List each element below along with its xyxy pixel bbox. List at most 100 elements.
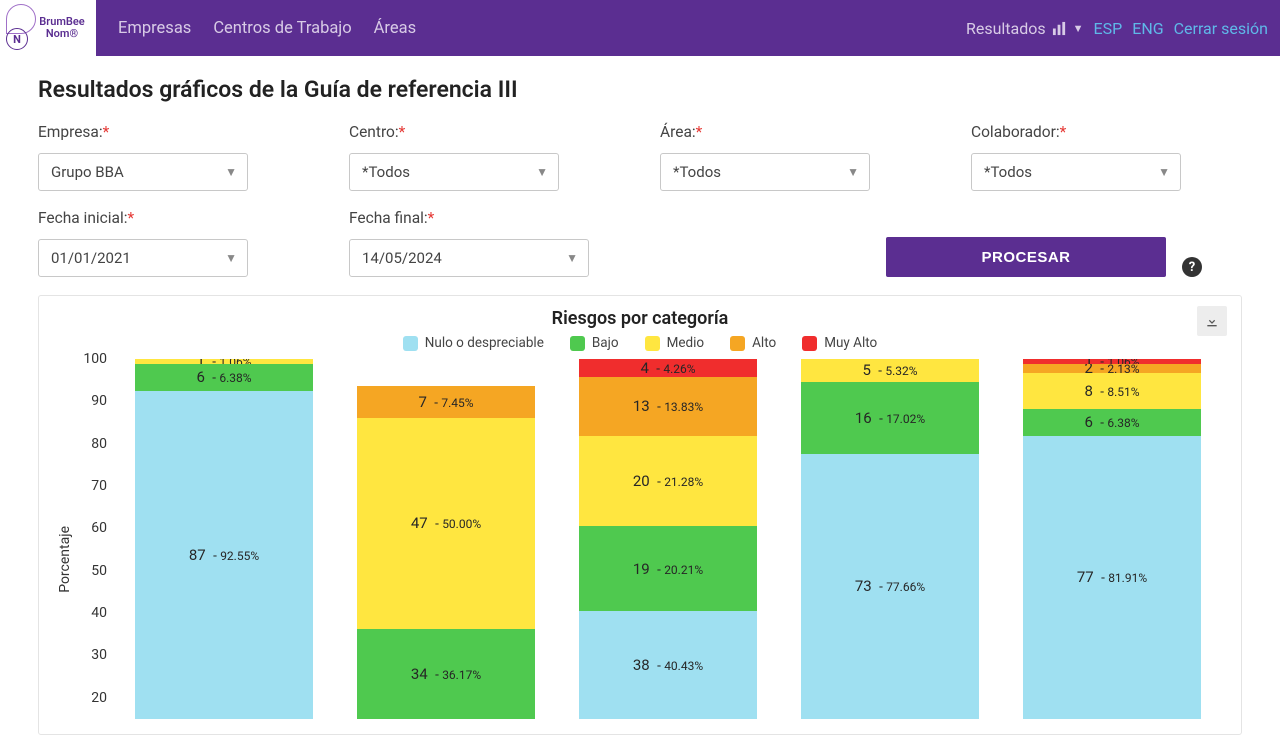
- required-mark: *: [399, 123, 406, 141]
- logout-link[interactable]: Cerrar sesión: [1174, 19, 1268, 38]
- required-mark: *: [428, 209, 435, 227]
- bar-segment: 2 - 2.13%: [1023, 364, 1201, 373]
- segment-label: 38 - 40.43%: [633, 656, 703, 674]
- area-value: *Todos: [673, 163, 721, 181]
- y-tick: 50: [91, 563, 107, 579]
- segment-label: 73 - 77.66%: [855, 577, 925, 595]
- action-col: PROCESAR ?: [660, 209, 1242, 277]
- segment-label: 6 - 6.38%: [1084, 413, 1139, 431]
- fecha-ini-label: Fecha inicial:*: [38, 209, 309, 227]
- colab-label: Colaborador:*: [971, 123, 1242, 141]
- fecha-ini-label-text: Fecha inicial:: [38, 209, 128, 227]
- y-tick: 20: [91, 690, 107, 706]
- bar-segment: 20 - 21.28%: [579, 436, 757, 526]
- segment-label: 2 - 2.13%: [1084, 364, 1139, 373]
- segment-label: 77 - 81.91%: [1077, 568, 1147, 586]
- lang-eng[interactable]: ENG: [1132, 19, 1163, 38]
- segment-label: 20 - 21.28%: [633, 472, 703, 490]
- bar-segment: 6 - 6.38%: [135, 364, 313, 391]
- y-tick: 60: [91, 520, 107, 536]
- filter-area: Área:* *Todos ▼: [660, 123, 971, 191]
- segment-label: 34 - 36.17%: [411, 665, 481, 683]
- chevron-down-icon: ▼: [225, 165, 237, 179]
- nav-resultados-label: Resultados: [966, 19, 1046, 38]
- area-label-text: Área:: [660, 123, 696, 141]
- bar-segment: 87 - 92.55%: [135, 391, 313, 719]
- top-nav: N BrumBee Nom® Empresas Centros de Traba…: [0, 0, 1280, 56]
- fecha-ini-dropdown[interactable]: 01/01/2021 ▼: [38, 239, 248, 277]
- download-icon: [1204, 313, 1220, 329]
- chevron-down-icon: ▼: [536, 165, 548, 179]
- empresa-label-text: Empresa:: [38, 123, 103, 141]
- legend-label: Bajo: [592, 335, 619, 351]
- colab-label-text: Colaborador:: [971, 123, 1060, 141]
- y-tick: 70: [91, 478, 107, 494]
- legend-item[interactable]: Medio: [645, 335, 705, 351]
- help-icon[interactable]: ?: [1182, 257, 1202, 277]
- colab-dropdown[interactable]: *Todos ▼: [971, 153, 1181, 191]
- chart-plot: 87 - 92.55%6 - 6.38%1 - 1.06%34 - 36.17%…: [113, 359, 1223, 719]
- chevron-down-icon: ▼: [225, 251, 237, 265]
- chart-legend: Nulo o despreciable Bajo Medio Alto Muy Alto: [57, 335, 1223, 351]
- legend-item[interactable]: Muy Alto: [802, 335, 877, 351]
- legend-label: Alto: [752, 335, 776, 351]
- nav-link-areas[interactable]: Áreas: [374, 19, 416, 38]
- segment-label: 16 - 17.02%: [855, 409, 925, 427]
- segment-label: 7 - 7.45%: [418, 393, 473, 411]
- chart-title: Riesgos por categoría: [57, 308, 1223, 329]
- download-button[interactable]: [1197, 306, 1227, 336]
- filter-colaborador: Colaborador:* *Todos ▼: [971, 123, 1242, 191]
- filter-empresa: Empresa:* Grupo BBA ▼: [38, 123, 349, 191]
- segment-label: 47 - 50.00%: [411, 514, 481, 532]
- page-title: Resultados gráficos de la Guía de refere…: [38, 76, 1242, 103]
- bar-slot: 87 - 92.55%6 - 6.38%1 - 1.06%: [113, 359, 335, 719]
- bar-segment: 16 - 17.02%: [801, 382, 979, 454]
- fecha-fin-dropdown[interactable]: 14/05/2024 ▼: [349, 239, 589, 277]
- chevron-down-icon: ▼: [1073, 22, 1084, 35]
- brand-logo[interactable]: N BrumBee Nom®: [0, 0, 96, 56]
- nav-link-empresas[interactable]: Empresas: [118, 19, 191, 38]
- legend-item[interactable]: Bajo: [570, 335, 619, 351]
- nav-resultados-dropdown[interactable]: Resultados ▼: [966, 19, 1084, 38]
- segment-label: 87 - 92.55%: [189, 546, 259, 564]
- empresa-dropdown[interactable]: Grupo BBA ▼: [38, 153, 248, 191]
- bar-segment: 7 - 7.45%: [357, 386, 535, 418]
- y-tick: 80: [91, 436, 107, 452]
- empresa-label: Empresa:*: [38, 123, 309, 141]
- bar-slot: 38 - 40.43% 19 - 20.21% 20 - 21.28% 13 - 13…: [557, 359, 779, 719]
- legend-item[interactable]: Nulo o despreciable: [403, 335, 544, 351]
- required-mark: *: [103, 123, 110, 141]
- segment-label: 4 - 4.26%: [640, 359, 695, 377]
- chevron-down-icon: ▼: [847, 165, 859, 179]
- segment-label: 19 - 20.21%: [633, 560, 703, 578]
- legend-swatch-icon: [802, 336, 817, 351]
- legend-swatch-icon: [403, 336, 418, 351]
- bar-segment: 38 - 40.43%: [579, 611, 757, 719]
- procesar-button[interactable]: PROCESAR: [886, 237, 1166, 277]
- nav-right: Resultados ▼ ESP ENG Cerrar sesión: [966, 19, 1268, 38]
- chevron-down-icon: ▼: [1158, 165, 1170, 179]
- area-label: Área:*: [660, 123, 931, 141]
- legend-label: Nulo o despreciable: [425, 335, 544, 351]
- fecha-fin-label: Fecha final:*: [349, 209, 620, 227]
- legend-swatch-icon: [645, 336, 660, 351]
- bar-segment: 13 - 13.83%: [579, 377, 757, 436]
- bar-slot: 77 - 81.91%6 - 6.38%8 - 8.51%2 - 2.13%1 …: [1001, 359, 1223, 719]
- segment-label: 6 - 6.38%: [196, 368, 251, 386]
- y-axis-ticks: 1009080706050403020: [79, 359, 113, 719]
- required-mark: *: [128, 209, 135, 227]
- page-content: Resultados gráficos de la Guía de refere…: [0, 56, 1280, 735]
- lang-esp[interactable]: ESP: [1094, 19, 1123, 38]
- area-dropdown[interactable]: *Todos ▼: [660, 153, 870, 191]
- centro-dropdown[interactable]: *Todos ▼: [349, 153, 559, 191]
- y-tick: 90: [91, 393, 107, 409]
- nav-link-centros[interactable]: Centros de Trabajo: [213, 19, 351, 38]
- required-mark: *: [696, 123, 703, 141]
- y-tick: 40: [91, 605, 107, 621]
- bar-slot: 73 - 77.66%16 - 17.02%5 - 5.32%: [779, 359, 1001, 719]
- legend-item[interactable]: Alto: [730, 335, 776, 351]
- bar-segment: 4 - 4.26%: [579, 359, 757, 377]
- y-tick: 30: [91, 647, 107, 663]
- legend-label: Muy Alto: [824, 335, 877, 351]
- filter-centro: Centro:* *Todos ▼: [349, 123, 660, 191]
